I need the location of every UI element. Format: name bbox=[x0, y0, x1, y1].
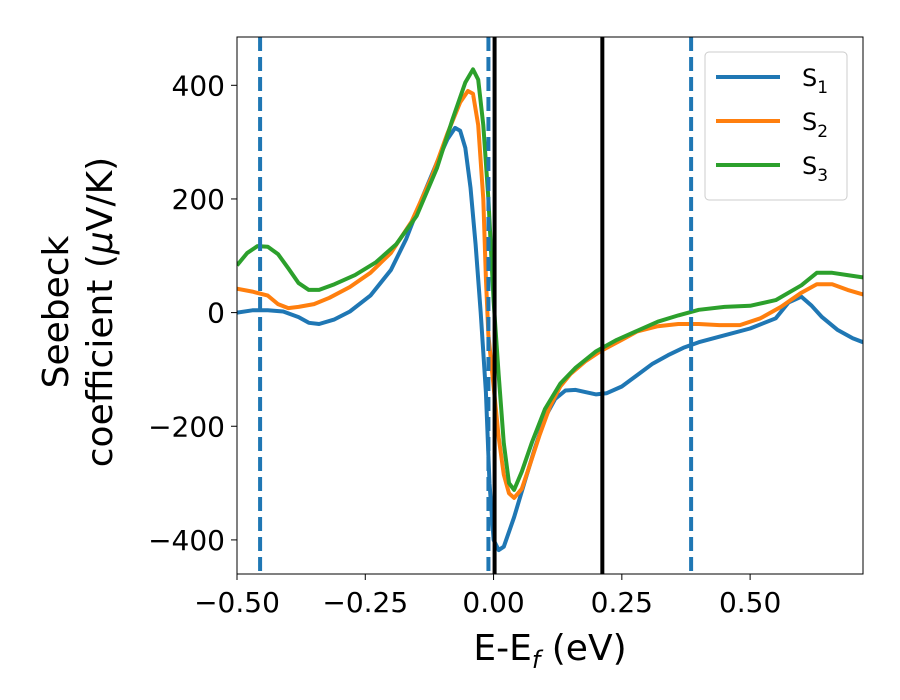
legend-label-s2: S2 bbox=[802, 108, 828, 142]
x-axis-title-base: E-E bbox=[473, 628, 531, 669]
y-axis-title-line2: coefficient (μV/K) bbox=[80, 157, 121, 467]
ticks-layer: −0.50 −0.25 0.00 0.25 0.50 −400 −200 0 200 400 bbox=[148, 69, 781, 619]
series-line-s1 bbox=[237, 125, 863, 553]
x-tick-label: 0.00 bbox=[462, 586, 524, 619]
legend-label-base: S bbox=[802, 108, 817, 136]
y-tick-label: 200 bbox=[172, 183, 225, 216]
x-tick-label: −0.25 bbox=[322, 586, 408, 619]
legend-label-base: S bbox=[802, 152, 817, 180]
x-tick-label: 0.25 bbox=[591, 586, 653, 619]
x-tick-label: 0.50 bbox=[719, 586, 781, 619]
legend-label-subscript: 1 bbox=[817, 78, 828, 98]
x-axis-title: E-Ef (eV) bbox=[473, 628, 626, 674]
y-axis-title-mu: μ bbox=[80, 231, 121, 255]
legend-label-base: S bbox=[802, 64, 817, 92]
y-tick-label: 400 bbox=[172, 69, 225, 102]
x-tick-label: −0.50 bbox=[194, 586, 280, 619]
legend-label-subscript: 2 bbox=[817, 122, 828, 142]
y-tick-label: −400 bbox=[148, 524, 225, 557]
x-axis-title-unit: (eV) bbox=[540, 628, 626, 669]
plot-content bbox=[237, 37, 863, 574]
y-axis-title-line1: Seebeck bbox=[36, 235, 77, 388]
plot-area bbox=[237, 37, 863, 574]
y-axis-title-line2-post: V/K) bbox=[80, 157, 121, 231]
y-axis-title: Seebeck coefficient (μV/K) bbox=[36, 157, 121, 467]
legend-label-s1: S1 bbox=[802, 64, 828, 98]
series-line-s2 bbox=[237, 89, 863, 500]
legend-label-s3: S3 bbox=[802, 152, 828, 186]
y-tick-label: −200 bbox=[148, 410, 225, 443]
plot-frame bbox=[236, 36, 864, 575]
legend-label-subscript: 3 bbox=[817, 166, 828, 186]
y-tick-label: 0 bbox=[207, 297, 225, 330]
y-axis-title-line2-pre: coefficient ( bbox=[80, 254, 121, 467]
